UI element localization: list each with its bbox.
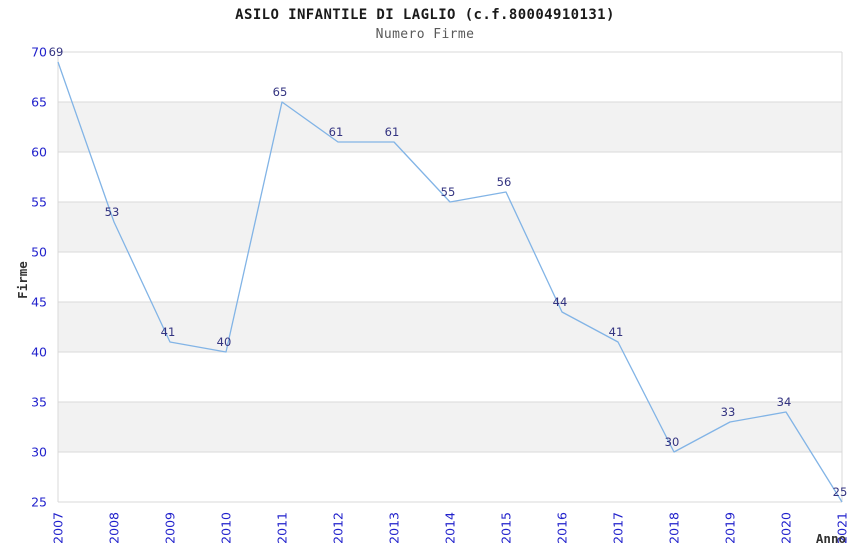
chart-subtitle: Numero Firme <box>375 27 475 42</box>
x-tick-label: 2018 <box>667 512 682 544</box>
x-tick-label: 2020 <box>779 512 794 544</box>
data-line <box>57 61 843 503</box>
x-tick-label: 2017 <box>611 512 626 544</box>
data-point-label: 56 <box>497 175 512 189</box>
y-tick-label: 40 <box>31 345 47 360</box>
x-tick-label: 2016 <box>555 512 570 544</box>
data-point-label: 61 <box>385 125 400 139</box>
plot-band <box>58 352 842 402</box>
x-tick-label: 2021 <box>835 512 850 544</box>
y-tick-label: 35 <box>31 395 47 410</box>
plot-band <box>58 302 842 352</box>
data-point-label: 34 <box>777 395 792 409</box>
y-tick-label: 70 <box>31 45 47 60</box>
x-tick-label: 2011 <box>275 512 290 544</box>
y-tick-label: 50 <box>31 245 47 260</box>
chart-title: ASILO INFANTILE DI LAGLIO (c.f.800049101… <box>235 7 615 23</box>
plot-band <box>58 202 842 252</box>
y-tick-label: 55 <box>31 195 47 210</box>
data-point-label: 41 <box>161 325 176 339</box>
data-point-label: 25 <box>833 485 848 499</box>
plot-band <box>58 252 842 302</box>
y-tick-label: 60 <box>31 145 47 160</box>
plot-band <box>58 52 842 102</box>
x-tick-label: 2007 <box>51 512 66 544</box>
x-tick-label: 2015 <box>499 512 514 544</box>
x-axis-title: Anno <box>816 531 846 546</box>
y-tick-label: 45 <box>31 295 47 310</box>
data-point-label: 65 <box>273 85 288 99</box>
data-point-label: 44 <box>553 295 568 309</box>
data-point-label: 69 <box>49 45 64 59</box>
y-tick-label: 30 <box>31 445 47 460</box>
data-point-label: 53 <box>105 205 120 219</box>
plot-band <box>58 402 842 452</box>
data-point-label: 40 <box>217 335 232 349</box>
data-point-label: 61 <box>329 125 344 139</box>
data-point-label: 55 <box>441 185 456 199</box>
x-tick-label: 2009 <box>163 512 178 544</box>
data-point-label: 33 <box>721 405 736 419</box>
plot-band <box>58 452 842 502</box>
plot-band <box>58 102 842 152</box>
y-axis-title: Firme <box>15 261 30 299</box>
x-tick-label: 2010 <box>219 512 234 544</box>
x-tick-label: 2012 <box>331 512 346 544</box>
x-tick-label: 2019 <box>723 512 738 544</box>
x-tick-label: 2013 <box>387 512 402 544</box>
x-tick-label: 2008 <box>107 512 122 544</box>
data-point-label: 30 <box>665 435 680 449</box>
y-tick-label: 65 <box>31 95 47 110</box>
x-tick-label: 2014 <box>443 512 458 544</box>
y-tick-label: 25 <box>31 495 47 510</box>
plot-band <box>58 152 842 202</box>
data-point-label: 41 <box>609 325 624 339</box>
